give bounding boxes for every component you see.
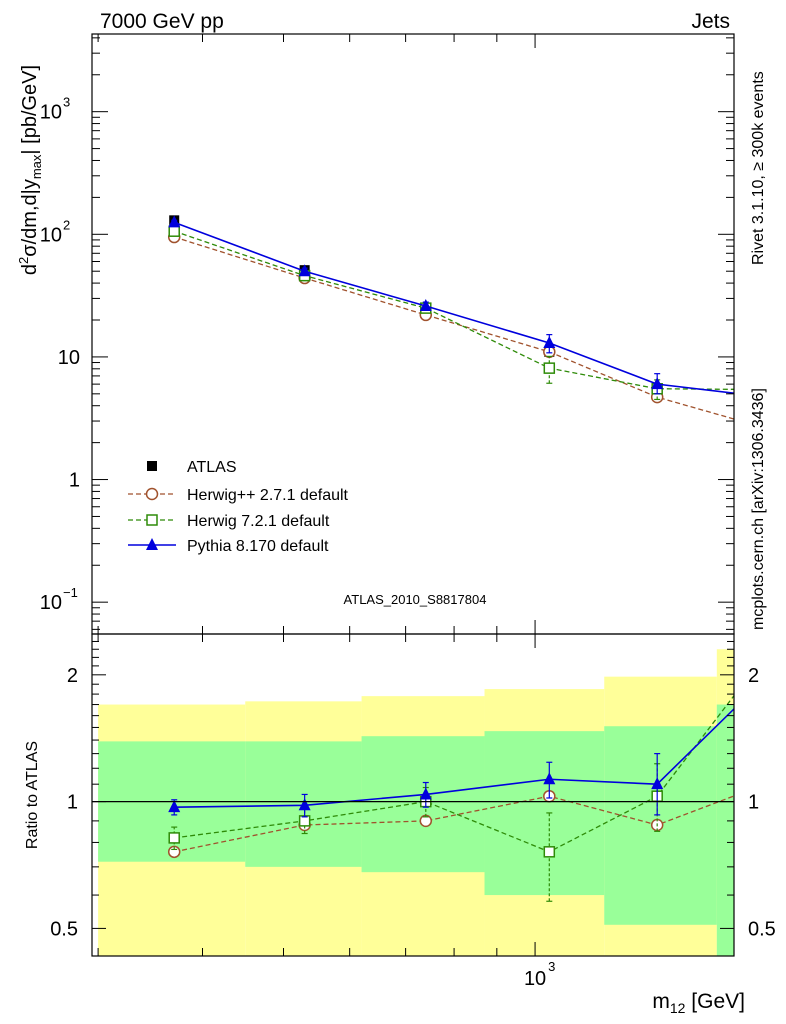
x-axis-label: m12 [GeV] [652, 990, 745, 1016]
main-y-tick-label: 1 [69, 470, 80, 492]
ratio-y-tick-label: 1 [748, 792, 759, 814]
x-tick-label: 10 [524, 968, 546, 990]
main-y-tick-label: 10 [40, 224, 62, 246]
ratio-series-group [167, 622, 786, 902]
ratio-y-tick-label: 2 [748, 665, 759, 687]
rivet-label: Rivet 3.1.10, ≥ 300k events [750, 71, 767, 265]
legend-label-pythia: Pythia 8.170 default [187, 538, 329, 555]
ratio-band-inner [484, 731, 605, 896]
main-point-herwig [543, 362, 556, 374]
legend-marker-atlas [147, 461, 157, 471]
main-y-tick-label-exp: 2 [63, 217, 70, 232]
main-line-pythia [173, 221, 734, 395]
main-point-herwig [168, 225, 180, 237]
ratio-y-tick-label: 0.5 [50, 918, 78, 940]
main-point-pythia [781, 392, 786, 404]
ratio-band-inner [716, 704, 734, 956]
main-point-herwig [781, 429, 786, 440]
main-line-herwig [174, 236, 734, 420]
main-y-tick-label: 10 [40, 592, 62, 614]
main-point-pythia [419, 299, 432, 312]
legend-label-herwig: Herwig 7.2.1 default [187, 513, 330, 530]
ratio-y-tick-label: 1 [67, 792, 78, 814]
legend: ATLAS Herwig++ 2.7.1 default Herwig 7.2.1 … [128, 459, 349, 555]
ratio-point-herwig [543, 846, 556, 858]
ratio-point-pythia [298, 798, 311, 811]
header-left: 7000 GeV pp [100, 10, 224, 33]
main-series-group [167, 215, 786, 448]
ratio-frame [91, 633, 735, 957]
series-layer [167, 215, 786, 902]
main-point-pythia [168, 215, 181, 228]
main-point-atlas [782, 438, 786, 448]
ratio-point-pythia [781, 650, 786, 662]
main-point-pythia [298, 264, 311, 277]
ratio-axis-label: Ratio to ATLAS [24, 741, 41, 849]
main-point-pythia [543, 335, 556, 348]
main-y-tick-label-exp: −1 [63, 585, 78, 600]
main-line-herwig [174, 230, 734, 390]
legend-label-atlas: ATLAS [187, 459, 237, 476]
legend-marker-herwig [145, 487, 159, 501]
analysis-id-label: ATLAS_2010_S8817804 [344, 592, 487, 607]
main-y-tick-label: 10 [58, 347, 80, 369]
ratio-point-herwig [168, 832, 180, 844]
legend-marker-pythia [146, 538, 158, 550]
mcplots-label: mcplots.cern.ch [arXiv:1306.3436] [750, 388, 767, 630]
ratio-point-herwig [782, 622, 786, 632]
main-y-tick-label: 10 [40, 102, 62, 124]
ratio-point-herwig [781, 771, 786, 782]
y-axis-label: d2σ/dm,d|ymax| [pb/GeV] [16, 65, 44, 275]
main-y-tick-label-exp: 3 [63, 95, 70, 110]
ratio-point-pythia [168, 800, 181, 813]
x-tick-label-exp: 3 [548, 959, 555, 974]
ratio-y-tick-label: 2 [67, 665, 78, 687]
header-right: Jets [691, 10, 730, 33]
ratio-y-tick-label: 0.5 [748, 918, 776, 940]
main-point-herwig [782, 385, 786, 395]
legend-label-herwig: Herwig++ 2.7.1 default [187, 487, 349, 504]
ratio-point-pythia [419, 787, 432, 800]
main-point-pythia [651, 377, 664, 390]
ratio-point-pythia [543, 772, 556, 785]
legend-marker-herwig [146, 514, 158, 526]
ratio-point-pythia [651, 777, 664, 790]
